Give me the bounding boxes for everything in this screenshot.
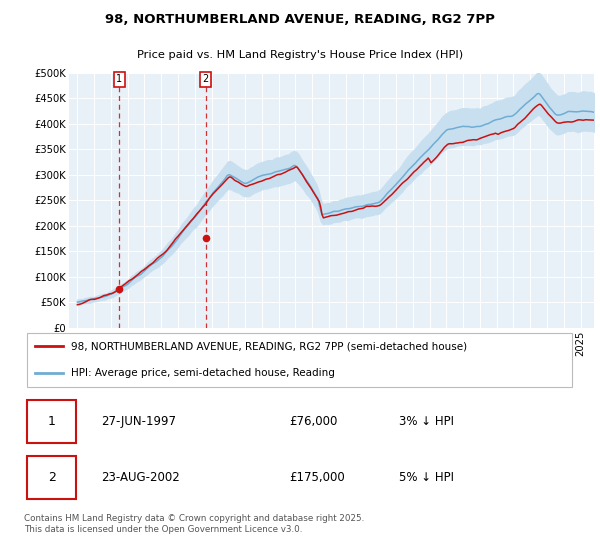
Text: £175,000: £175,000 <box>289 471 345 484</box>
Text: 2: 2 <box>47 471 56 484</box>
FancyBboxPatch shape <box>27 333 572 387</box>
Text: 3% ↓ HPI: 3% ↓ HPI <box>400 415 454 428</box>
FancyBboxPatch shape <box>27 456 76 499</box>
Text: 27-JUN-1997: 27-JUN-1997 <box>101 415 176 428</box>
Point <box>115 284 124 293</box>
Text: Contains HM Land Registry data © Crown copyright and database right 2025.
This d: Contains HM Land Registry data © Crown c… <box>24 514 364 534</box>
Point <box>201 234 211 243</box>
FancyBboxPatch shape <box>27 400 76 442</box>
Text: £76,000: £76,000 <box>289 415 337 428</box>
Text: 1: 1 <box>47 415 56 428</box>
Text: 23-AUG-2002: 23-AUG-2002 <box>101 471 180 484</box>
Text: Price paid vs. HM Land Registry's House Price Index (HPI): Price paid vs. HM Land Registry's House … <box>137 50 463 59</box>
Text: 98, NORTHUMBERLAND AVENUE, READING, RG2 7PP: 98, NORTHUMBERLAND AVENUE, READING, RG2 … <box>105 13 495 26</box>
Text: 5% ↓ HPI: 5% ↓ HPI <box>400 471 454 484</box>
Text: HPI: Average price, semi-detached house, Reading: HPI: Average price, semi-detached house,… <box>71 368 335 379</box>
Text: 2: 2 <box>202 74 209 85</box>
Text: 98, NORTHUMBERLAND AVENUE, READING, RG2 7PP (semi-detached house): 98, NORTHUMBERLAND AVENUE, READING, RG2 … <box>71 341 467 351</box>
Text: 1: 1 <box>116 74 122 85</box>
